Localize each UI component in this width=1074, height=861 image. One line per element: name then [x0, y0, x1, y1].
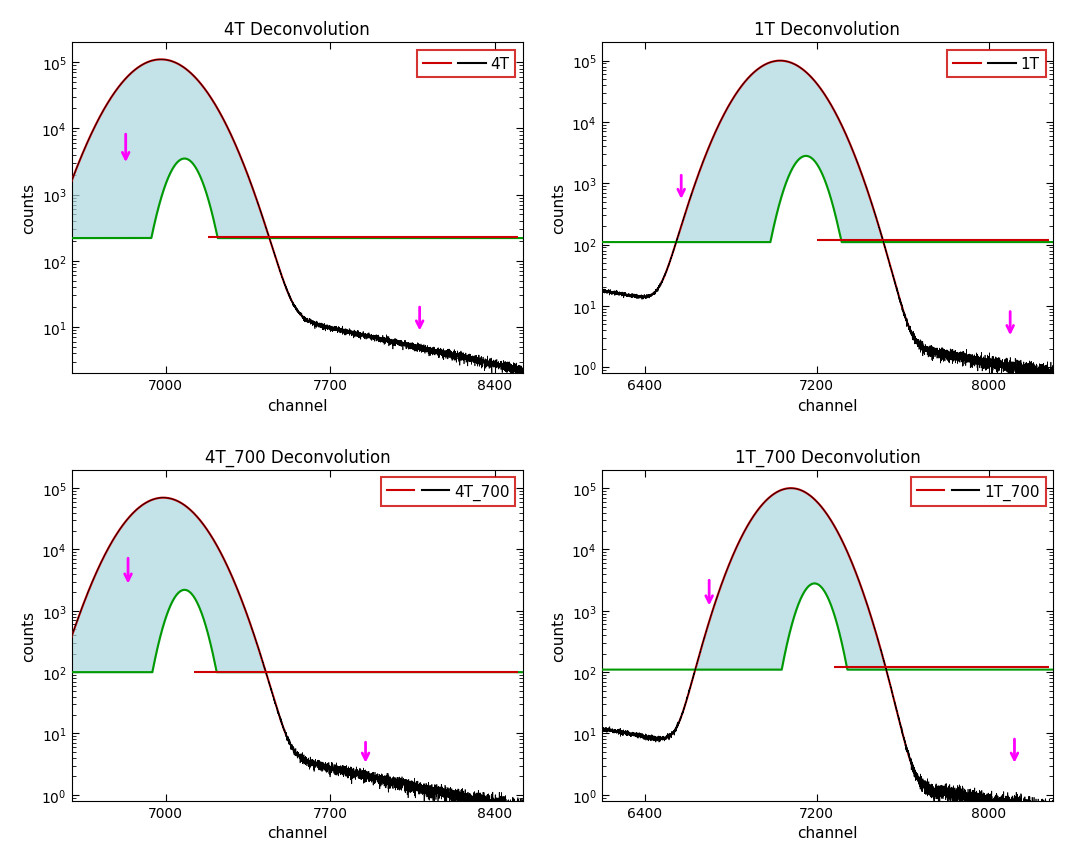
- X-axis label: channel: channel: [797, 398, 858, 413]
- X-axis label: channel: channel: [267, 398, 328, 413]
- Legend: , 4T_700: , 4T_700: [380, 478, 516, 506]
- Legend: , 4T: , 4T: [417, 51, 516, 78]
- X-axis label: channel: channel: [267, 825, 328, 840]
- X-axis label: channel: channel: [797, 825, 858, 840]
- Title: 4T_700 Deconvolution: 4T_700 Deconvolution: [204, 448, 390, 466]
- Legend: , 1T_700: , 1T_700: [911, 478, 1045, 506]
- Title: 1T_700 Deconvolution: 1T_700 Deconvolution: [735, 448, 920, 466]
- Title: 1T Deconvolution: 1T Deconvolution: [754, 21, 900, 39]
- Y-axis label: counts: counts: [551, 183, 566, 234]
- Legend: , 1T: , 1T: [947, 51, 1045, 78]
- Y-axis label: counts: counts: [20, 610, 35, 661]
- Y-axis label: counts: counts: [551, 610, 566, 661]
- Title: 4T Deconvolution: 4T Deconvolution: [224, 21, 371, 39]
- Y-axis label: counts: counts: [20, 183, 35, 234]
